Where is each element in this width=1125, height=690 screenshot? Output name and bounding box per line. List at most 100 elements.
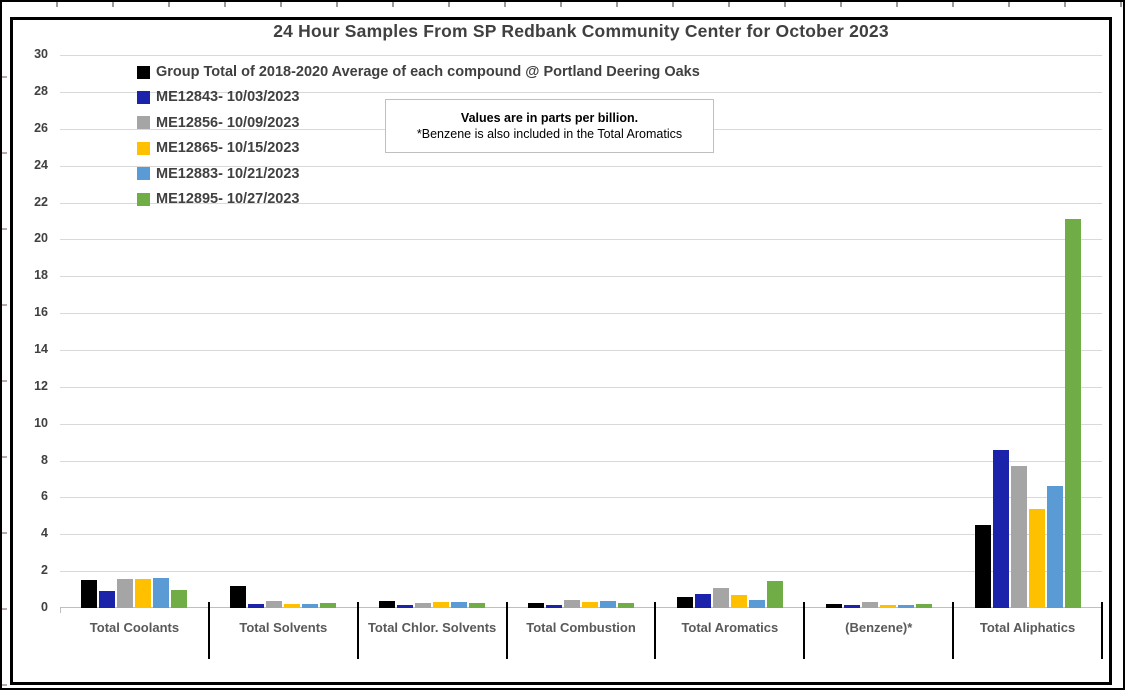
bar [992,449,1009,608]
gridline [60,202,1102,204]
legend-label: ME12883- 10/21/2023 [156,165,300,182]
bar [1010,466,1027,608]
bar [730,594,747,608]
bar [284,604,301,608]
bar [712,587,729,608]
bar [843,604,860,608]
bar [117,579,134,608]
legend-swatch [137,90,150,104]
chart-title: 24 Hour Samples From SP Redbank Communit… [273,21,889,41]
bar [915,603,932,608]
bar [528,602,544,608]
bar [618,603,634,608]
category-separator-line [654,602,657,659]
gridline [60,386,1102,388]
y-axis-tick-label: 0 [41,600,48,614]
gridline [60,165,1102,167]
category-label: Total Aromatics [681,620,779,635]
y-axis-tick-label: 6 [41,489,48,504]
bar [600,601,616,608]
bar [766,581,783,608]
legend-swatch [137,65,150,79]
category-label: Total Solvents [239,620,328,635]
legend-item: ME12865- 10/15/2023 [137,140,300,156]
gridline [60,91,1102,93]
y-axis-tick-label: 20 [34,231,48,246]
bar [135,579,152,608]
legend-label: ME12843- 10/03/2023 [156,89,300,106]
bar [1028,509,1045,608]
gridline [60,313,1102,315]
category-label: Total Combustion [526,620,636,635]
gridline [60,460,1102,462]
y-axis-tick-label: 30 [34,47,48,61]
legend-swatch [137,116,150,130]
bar [861,602,878,608]
bar [469,603,486,608]
y-axis-tick-label: 26 [34,120,48,135]
category-separator-line [1101,602,1103,659]
gridline [60,571,1102,573]
y-axis-tick-label: 28 [34,83,48,98]
y-axis-tick-label: 24 [34,157,48,172]
x-axis-start-tick [60,607,61,613]
annotation-units-text: Values are in parts per billion. [460,111,639,125]
bar [397,604,414,608]
bar [320,602,337,608]
annotation-benzene-note: *Benzene is also included in the Total A… [416,127,683,141]
category-separator-line [505,602,508,659]
bar [248,604,265,608]
category-separator-line [356,602,359,659]
y-axis-tick-label: 12 [34,378,48,393]
y-axis-tick-label: 14 [34,341,48,356]
spreadsheet-column-ticks [2,2,1123,7]
y-axis-tick-label: 10 [34,415,48,430]
y-axis-tick-label: 16 [34,305,48,320]
bar [546,604,562,608]
legend-item: ME12856- 10/09/2023 [137,115,300,131]
bar [266,600,283,608]
annotation-box: Values are in parts per billion. *Benzen… [385,99,714,153]
bar [825,603,842,608]
bar [694,593,711,608]
gridline [60,534,1102,536]
legend-item: Group Total of 2018-2020 Average of each… [137,64,700,80]
bar [302,604,319,608]
legend-label: ME12856- 10/09/2023 [156,114,300,131]
category-label: Total Chlor. Solvents [367,620,497,635]
legend-swatch [137,192,150,206]
bar [897,605,914,608]
legend-swatch [137,167,150,181]
bar [433,601,450,608]
y-axis-tick-label: 22 [34,194,48,209]
legend-label: ME12895- 10/27/2023 [156,191,300,207]
legend-label: Group Total of 2018-2020 Average of each… [156,64,700,80]
category-separator-line [803,602,806,659]
gridline [60,497,1102,499]
bar [748,599,765,608]
y-axis-tick-label: 2 [41,563,48,578]
bar [1064,219,1081,608]
bar [974,525,991,608]
legend-item: ME12895- 10/27/2023 [137,191,300,207]
bar [379,600,396,608]
category-separator-line [952,602,955,659]
bar [230,585,247,608]
bar [171,589,188,608]
bar [879,604,896,608]
category-separator-line [207,602,210,659]
gridline [60,276,1102,278]
gridline [60,423,1102,425]
spreadsheet-row-ticks [2,2,7,688]
category-label: Total Coolants [89,620,180,635]
legend-swatch [137,141,150,155]
legend-item: ME12883- 10/21/2023 [137,166,300,182]
bar [451,601,468,608]
gridline [60,239,1102,241]
bar [582,601,598,608]
bar [415,602,432,608]
bar [676,596,693,608]
y-axis-tick-label: 8 [41,452,48,467]
